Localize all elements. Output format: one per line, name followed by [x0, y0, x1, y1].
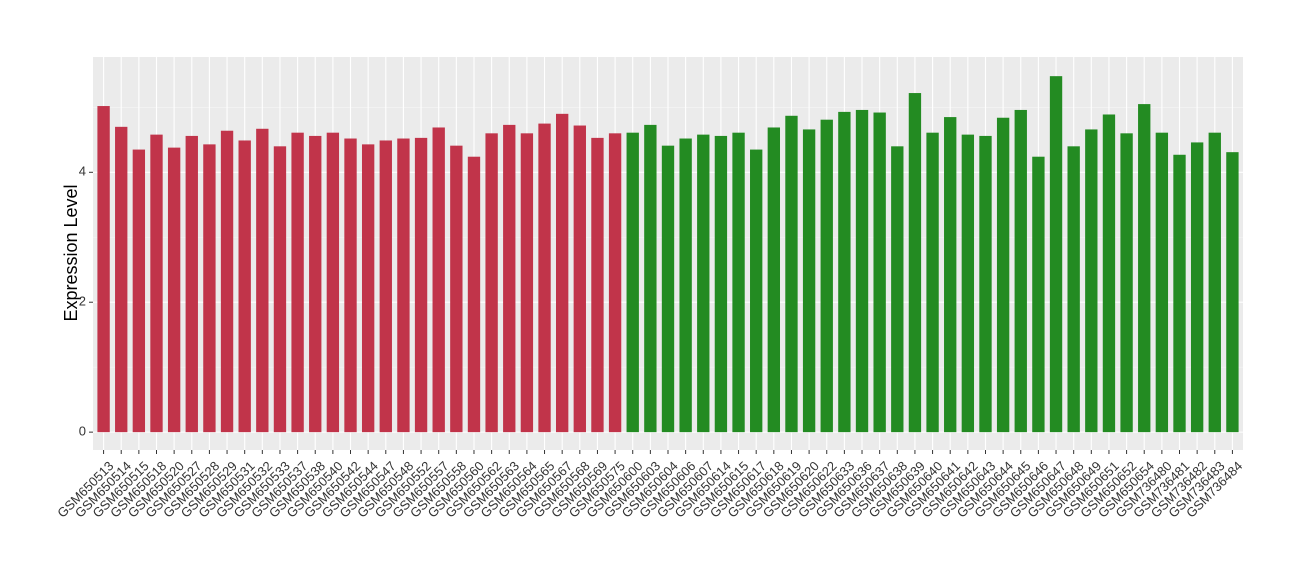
bar: [485, 133, 498, 433]
bar: [1190, 142, 1204, 433]
bar: [1032, 156, 1045, 433]
bar: [908, 93, 922, 433]
bar: [802, 129, 816, 433]
bar: [150, 134, 163, 433]
bar: [1208, 132, 1221, 433]
bar: [626, 132, 639, 433]
bar: [926, 132, 939, 433]
bar: [1067, 146, 1080, 433]
bar: [1102, 114, 1116, 433]
bar: [820, 119, 833, 433]
bar: [273, 146, 287, 433]
bar: [1120, 133, 1133, 433]
bar: [785, 115, 798, 433]
bar: [996, 117, 1010, 433]
bar: [679, 138, 692, 433]
bar: [1085, 129, 1098, 433]
bar: [767, 127, 781, 433]
bar: [697, 134, 710, 433]
bar: [167, 147, 181, 433]
bar: [238, 140, 251, 433]
bar: [1226, 152, 1239, 433]
bar: [591, 137, 604, 433]
y-tick-label: 0: [79, 424, 86, 439]
bar: [414, 137, 428, 433]
bar: [608, 133, 622, 433]
bar: [256, 128, 269, 433]
bar: [873, 112, 886, 433]
bar: [555, 113, 569, 433]
bar: [520, 133, 534, 433]
bar: [979, 135, 992, 433]
bar: [891, 146, 904, 433]
bar: [1049, 76, 1063, 433]
bar: [1014, 109, 1027, 433]
bar: [661, 145, 675, 433]
bar: [714, 135, 728, 433]
bar: [1173, 154, 1186, 433]
bar: [750, 149, 763, 433]
bar: [379, 140, 392, 433]
bar: [961, 134, 975, 433]
bar: [220, 130, 234, 433]
bar: [855, 109, 869, 433]
bar: [309, 135, 322, 433]
bar: [573, 125, 586, 433]
bar: [838, 111, 851, 433]
bar: [644, 124, 657, 433]
bar: [361, 144, 375, 433]
bar: [185, 135, 198, 433]
y-tick-label: 4: [79, 164, 86, 179]
y-axis-label: Expression Level: [61, 184, 81, 321]
bar: [503, 124, 516, 433]
bar: [1155, 132, 1169, 433]
bar: [291, 132, 304, 433]
bar: [1138, 104, 1151, 433]
bar: [97, 106, 110, 433]
bar: [397, 138, 410, 433]
bar: [538, 123, 551, 433]
bar: [115, 126, 128, 433]
bar: [344, 138, 357, 433]
y-tick-label: 2: [79, 294, 86, 309]
bar: [326, 132, 340, 433]
bar: [432, 127, 445, 433]
bar: [450, 145, 463, 433]
bar: [132, 149, 146, 433]
bar: [732, 132, 745, 433]
bar: [944, 117, 957, 433]
bar: [467, 156, 481, 433]
bar: [203, 144, 216, 433]
